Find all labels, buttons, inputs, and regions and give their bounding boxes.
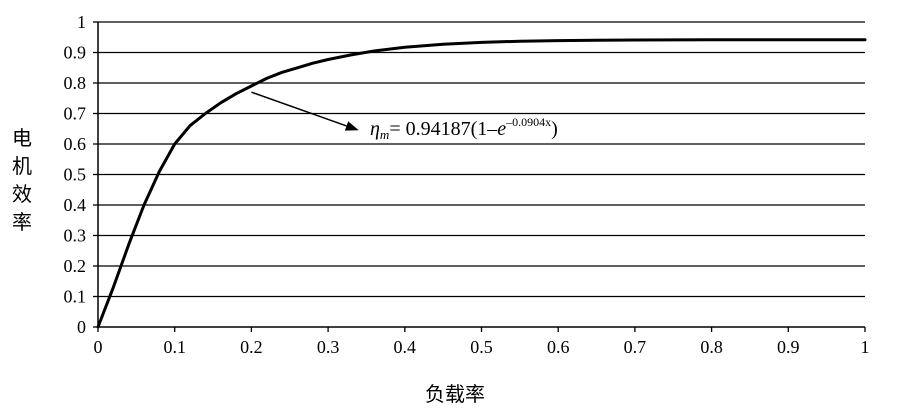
formula-subscript: m (379, 127, 390, 142)
arrow-shaft (251, 91, 347, 127)
y-axis-label-char: 效 (12, 182, 32, 206)
x-tick-label: 0.3 (317, 337, 340, 357)
y-tick-label: 1 (77, 12, 86, 32)
formula-annotation: ηm= 0.94187(1–e–0.0904x) (370, 115, 558, 143)
x-axis-label: 负载率 (400, 378, 510, 407)
formula-base: e (497, 118, 507, 140)
formula-exponent: –0.0904x (506, 115, 552, 129)
formula-suffix: ) (551, 118, 558, 140)
x-tick-label: 0.6 (547, 337, 570, 357)
x-axis-label-char: 载 (445, 382, 465, 406)
annotation-arrow (251, 91, 359, 131)
formula-eta: η (370, 118, 380, 140)
x-tick-label: 0.7 (624, 337, 647, 357)
y-tick-label: 0.1 (64, 287, 87, 307)
x-axis-label-char: 负 (425, 382, 445, 406)
x-tick-label: 0.8 (700, 337, 723, 357)
y-tick-label: 0.2 (64, 256, 87, 276)
axes (93, 21, 866, 332)
x-axis-label-char: 率 (465, 382, 485, 406)
y-tick-label: 0.8 (64, 73, 87, 93)
formula-prefix: = 0.94187(1– (389, 118, 498, 140)
y-tick-label: 0.9 (64, 43, 87, 63)
x-tick-label: 1 (861, 337, 870, 357)
x-tick-label: 0.1 (163, 337, 186, 357)
y-tick-label: 0 (77, 317, 86, 337)
y-tick-label: 0.5 (64, 165, 87, 185)
arrow-head (344, 121, 359, 131)
efficiency-curve (96, 38, 867, 329)
series (96, 38, 867, 329)
x-tick-label: 0.5 (470, 337, 493, 357)
y-tick-label: 0.3 (64, 226, 87, 246)
x-tick-label: 0.2 (240, 337, 263, 357)
y-axis-label-char: 率 (12, 210, 32, 234)
y-axis-label: 电 机 效 率 (8, 124, 36, 236)
y-tick-label: 0.7 (64, 104, 87, 124)
y-tick-label: 0.6 (64, 134, 87, 154)
x-tick-label: 0 (94, 337, 103, 357)
grid-lines (98, 21, 865, 298)
y-tick-label: 0.4 (64, 195, 87, 215)
y-axis-label-char: 电 (12, 126, 32, 150)
y-axis-label-char: 机 (12, 154, 32, 178)
x-tick-label: 0.9 (777, 337, 800, 357)
tick-labels: 0 0.1 0.2 0.3 0.4 0.5 0.6 0.7 0.8 0.9 1 0 0.1 0.2 0.3 0… (64, 12, 870, 357)
x-tick-label: 0.4 (394, 337, 417, 357)
